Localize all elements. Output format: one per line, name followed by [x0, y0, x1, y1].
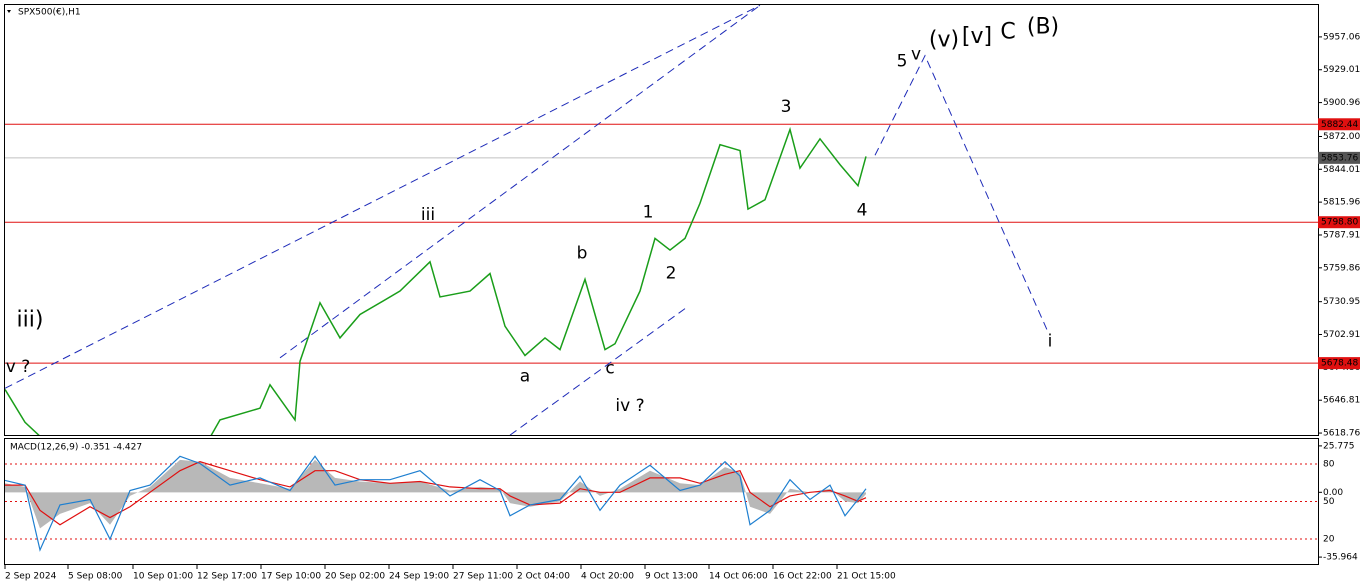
level-box	[1318, 118, 1360, 131]
wave-label: 1	[643, 203, 654, 223]
level-box	[1318, 357, 1360, 370]
wave-label: 3	[781, 97, 792, 117]
price-plot: v ? iii) iii b a civ ? 1 2 3 4 5 v (v) [v] C (B) i	[5, 5, 1318, 435]
y-tick-label: 5787.91	[1323, 230, 1360, 240]
x-tick-label: 2 Oct 04:00	[517, 572, 570, 582]
y-tick-label: 5900.96	[1323, 98, 1360, 108]
y-tick-label: 5759.86	[1323, 263, 1360, 273]
macd-title: MACD(12,26,9) -0.351 -4.427	[10, 443, 142, 453]
axes: 5957.06 5929.01 5900.96 5872.00 5844.01 5815.…	[4, 32, 1360, 582]
macd-frame	[4, 438, 1319, 565]
y-tick-label: 5646.81	[1323, 396, 1360, 406]
wave-label: iv ?	[615, 396, 644, 416]
trend-line	[509, 308, 686, 435]
wave-label: [v]	[962, 24, 992, 49]
x-tick-label: 17 Sep 10:00	[261, 572, 321, 582]
wave-label: 5	[897, 52, 908, 72]
y-tick-label: 5844.01	[1323, 165, 1360, 175]
wave-label: v	[911, 45, 921, 65]
wave-label: b	[577, 244, 588, 264]
x-tick-label: 14 Oct 06:00	[709, 572, 768, 582]
y-tick-label: 25.775	[1323, 441, 1355, 451]
wave-label: a	[520, 367, 530, 387]
x-tick-label: 21 Oct 15:00	[837, 572, 896, 582]
price-line	[5, 126, 867, 435]
x-tick-label: 12 Sep 17:00	[197, 572, 257, 582]
y-tick-label: 5929.01	[1323, 65, 1360, 75]
signal-line	[5, 461, 867, 526]
level-label: 50	[1323, 497, 1335, 507]
level-label: 5882.44	[1321, 120, 1358, 130]
level-label: 20	[1323, 535, 1335, 545]
x-tick-label: 24 Sep 19:00	[389, 572, 449, 582]
trend-line	[5, 5, 761, 389]
x-tick-label: 4 Oct 20:00	[581, 572, 634, 582]
x-tick-label: 2 Sep 2024	[5, 572, 57, 582]
y-tick-label: 0.00	[1323, 488, 1343, 498]
wave-label: 2	[666, 264, 677, 284]
wave-label: 4	[857, 200, 868, 220]
wave-label: (v)	[929, 27, 959, 52]
macd-line	[5, 455, 867, 552]
wave-label: (B)	[1027, 15, 1059, 40]
last-price-box	[1318, 151, 1360, 164]
wave-label: C	[1000, 19, 1015, 44]
y-tick-label: 5957.06	[1323, 32, 1360, 42]
y-tick-label: 5702.91	[1323, 330, 1360, 340]
wave-label: c	[605, 358, 614, 378]
wave-label: i	[1048, 331, 1053, 351]
wave-label: iii	[421, 205, 435, 225]
trend-line	[279, 5, 761, 359]
level-label: 5678.48	[1321, 359, 1358, 369]
x-tick-label: 10 Sep 01:00	[133, 572, 193, 582]
macd-histogram	[5, 459, 866, 529]
y-tick-label: -35.964	[1323, 553, 1358, 563]
last-price-label: 5853.76	[1321, 153, 1358, 163]
chart-title: SPX500(€),H1	[18, 8, 81, 18]
trend-line	[874, 54, 1048, 330]
y-tick-label: 5872.00	[1323, 132, 1360, 142]
x-tick-label: 9 Oct 13:00	[645, 572, 698, 582]
y-tick-label: 5730.95	[1323, 297, 1360, 307]
menu-arrow[interactable]	[7, 10, 11, 13]
level-box	[1318, 216, 1360, 229]
x-tick-label: 27 Sep 11:00	[453, 572, 513, 582]
wave-label: iii)	[17, 307, 44, 332]
wave-label: v ?	[6, 357, 31, 377]
level-label: 80	[1323, 460, 1335, 470]
y-tick-label: 5815.96	[1323, 198, 1360, 208]
y-tick-label: 5618.76	[1323, 429, 1360, 439]
level-label: 5798.80	[1321, 218, 1358, 228]
macd-plot	[5, 455, 1318, 552]
x-tick-label: 16 Oct 22:00	[773, 572, 832, 582]
x-tick-label: 5 Sep 08:00	[68, 572, 123, 582]
x-tick-label: 20 Sep 02:00	[325, 572, 385, 582]
